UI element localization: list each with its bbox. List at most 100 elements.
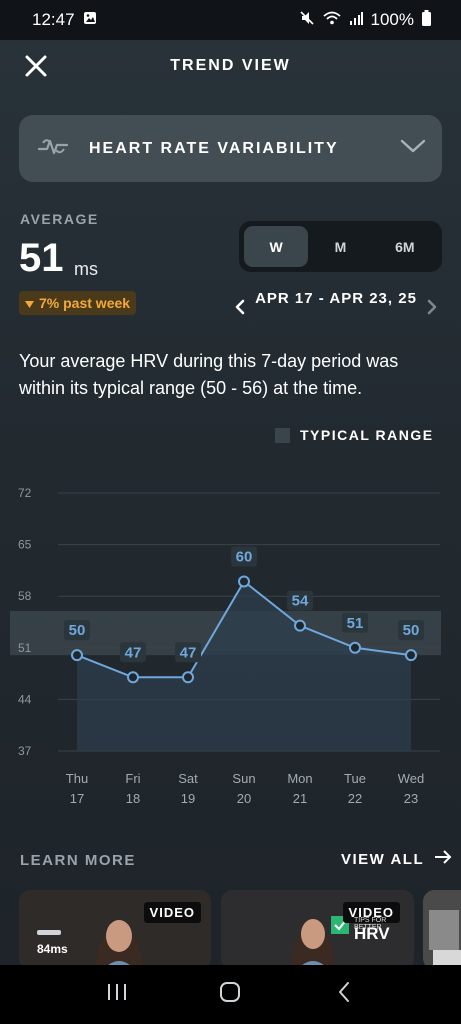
data-label-bg <box>231 546 257 567</box>
video-thumbnail-image <box>19 890 211 965</box>
data-label-bg <box>64 620 90 641</box>
metric-dropdown[interactable]: HEART RATE VARIABILITY <box>19 115 442 182</box>
x-tick-label-day: Wed <box>398 771 425 786</box>
data-label: 47 <box>180 644 197 661</box>
chevron-left-icon <box>235 299 245 320</box>
status-bar: 12:47 100% <box>0 0 461 40</box>
data-point <box>294 619 306 632</box>
battery-text: 100% <box>370 10 414 29</box>
average-unit: ms <box>74 259 98 279</box>
chevron-right-icon <box>427 299 437 320</box>
video-thumbnail-image <box>423 890 461 965</box>
metric-label: HEART RATE VARIABILITY <box>89 139 339 157</box>
date-navigator: APR 17 - APR 23, 25 <box>226 288 442 332</box>
x-tick-label-day: Sun <box>232 771 255 786</box>
y-tick-label: 65 <box>18 538 32 552</box>
previous-period-button[interactable] <box>230 298 250 320</box>
change-text: 7% past week <box>39 295 131 311</box>
x-tick-label-day: Fri <box>125 771 140 786</box>
y-tick-label: 44 <box>18 692 32 706</box>
summary-text: Your average HRV during this 7-day perio… <box>19 351 399 398</box>
battery-icon <box>422 9 431 31</box>
video-card[interactable]: VIDEO TIPS FOR BETTER HRV <box>221 890 414 965</box>
period-toggle: W M 6M <box>239 221 442 272</box>
trend-view-screen: TREND VIEW HEART RATE VARIABILITY AVERAG… <box>0 40 461 965</box>
data-label: 50 <box>403 622 420 639</box>
view-all-link[interactable]: VIEW ALL <box>341 850 452 869</box>
header: TREND VIEW <box>0 40 461 94</box>
system-nav-bar <box>0 965 461 1024</box>
card-metric-text: 84ms <box>37 942 68 956</box>
x-tick-label-date: 19 <box>181 791 195 806</box>
series-area <box>77 581 411 751</box>
home-icon <box>219 981 241 1008</box>
data-label: 51 <box>347 615 364 632</box>
y-tick-label: 51 <box>18 641 32 655</box>
x-tick-label-day: Thu <box>66 771 88 786</box>
learn-more-caption: LEARN MORE <box>20 852 136 869</box>
hrv-trend-chart: 72 65 58 51 44 37 50 47 47 60 54 51 50 Thu 17 Fri 18 Sat 1… <box>10 486 441 806</box>
x-tick-label-date: 18 <box>126 791 140 806</box>
x-tick-label-day: Tue <box>344 771 366 786</box>
data-point <box>71 649 83 662</box>
period-option-week[interactable]: W <box>244 226 309 267</box>
recents-icon <box>106 982 128 1007</box>
x-tick-label-date: 17 <box>70 791 84 806</box>
y-tick-label: 37 <box>18 744 32 758</box>
data-label-bg <box>342 612 368 633</box>
y-tick-label: 72 <box>18 486 32 500</box>
date-range-label: APR 17 - APR 23, 25 <box>255 290 417 307</box>
video-card[interactable] <box>423 890 461 965</box>
back-icon <box>337 981 351 1008</box>
recents-button[interactable] <box>97 975 137 1015</box>
data-point <box>349 641 361 654</box>
data-point <box>238 575 250 588</box>
data-label-bg <box>398 620 424 641</box>
chart-legend: TYPICAL RANGE <box>275 427 434 443</box>
chevron-down-icon <box>400 138 426 159</box>
data-point <box>182 671 194 684</box>
legend-label: TYPICAL RANGE <box>300 427 434 443</box>
average-value: 51 <box>19 236 64 280</box>
period-option-6-months[interactable]: 6M <box>395 238 415 255</box>
arrow-down-icon <box>25 295 34 311</box>
page-title: TREND VIEW <box>170 57 291 74</box>
back-button[interactable] <box>324 975 364 1015</box>
video-badge: VIDEO <box>143 902 201 923</box>
x-tick-label-day: Sat <box>178 771 198 786</box>
data-label: 47 <box>125 644 142 661</box>
close-button[interactable] <box>20 52 52 84</box>
card-tag: HRV <box>354 924 390 943</box>
legend-swatch-typical-range <box>275 427 290 443</box>
data-label-bg <box>287 590 313 611</box>
home-button[interactable] <box>210 975 250 1015</box>
close-icon <box>25 55 47 82</box>
video-card[interactable]: VIDEO 84ms <box>19 890 211 965</box>
change-badge: 7% past week <box>19 291 137 315</box>
mute-icon <box>299 10 315 31</box>
next-period-button[interactable] <box>422 298 442 320</box>
gallery-icon <box>83 10 97 30</box>
data-label: 50 <box>69 622 86 639</box>
data-label: 60 <box>236 548 253 565</box>
data-label-bg <box>120 642 146 663</box>
wifi-icon <box>322 10 341 31</box>
status-time: 12:47 <box>32 10 75 29</box>
learn-more-carousel: VIDEO 84ms VIDEO TIPS FOR BETTER HRV <box>19 890 461 965</box>
x-tick-label-date: 21 <box>293 791 307 806</box>
x-tick-label-day: Mon <box>287 771 312 786</box>
data-label-bg <box>175 642 201 663</box>
hrv-icon <box>37 135 69 162</box>
x-tick-label-date: 23 <box>404 791 418 806</box>
card-subtitle: TIPS FOR BETTER <box>354 917 387 931</box>
y-tick-label: 58 <box>18 589 32 603</box>
data-point <box>127 671 139 684</box>
period-option-month[interactable]: M <box>334 238 347 255</box>
data-point <box>405 649 417 662</box>
data-label: 54 <box>292 593 309 610</box>
average-caption: AVERAGE <box>20 211 99 227</box>
arrow-right-icon <box>434 850 452 869</box>
signal-icon <box>349 10 363 30</box>
view-all-label: VIEW ALL <box>341 851 425 868</box>
x-tick-label-date: 20 <box>237 791 251 806</box>
